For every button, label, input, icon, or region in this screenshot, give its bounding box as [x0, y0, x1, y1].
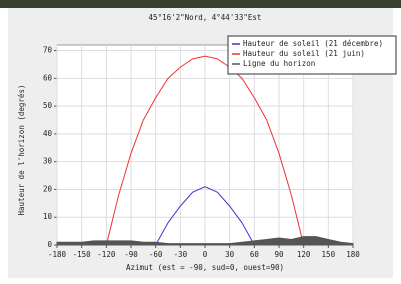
- x-tick-label: -180: [48, 250, 67, 259]
- x-tick-label: -60: [149, 250, 163, 259]
- y-tick-label: 50: [43, 101, 53, 110]
- chart-title: 45°16'2"Nord, 4°44'33"Est: [149, 13, 262, 22]
- y-tick-label: 40: [43, 129, 53, 138]
- legend-label: Hauteur du soleil (21 juin): [243, 49, 365, 58]
- y-tick-label: 20: [43, 184, 53, 193]
- x-tick-label: 90: [274, 250, 284, 259]
- x-tick-label: -90: [124, 250, 138, 259]
- legend-label: Ligne du horizon: [243, 59, 315, 68]
- x-tick-label: 60: [250, 250, 260, 259]
- y-tick-label: 0: [47, 240, 52, 249]
- y-tick-label: 70: [43, 46, 53, 55]
- x-tick-label: 150: [322, 250, 336, 259]
- chart: 45°16'2"Nord, 4°44'33"Est Azimut (est = …: [0, 0, 401, 284]
- x-tick-label: -120: [97, 250, 116, 259]
- photo-strip: [0, 0, 401, 8]
- x-tick-label: -30: [174, 250, 188, 259]
- x-tick-label: 0: [203, 250, 208, 259]
- x-tick-label: -150: [73, 250, 92, 259]
- x-tick-label: 120: [297, 250, 311, 259]
- x-tick-label: 180: [346, 250, 360, 259]
- legend-label: Hauteur de soleil (21 décembre): [243, 39, 383, 48]
- y-tick-label: 60: [43, 73, 53, 82]
- y-tick-label: 10: [43, 212, 53, 221]
- x-tick-label: 30: [225, 250, 235, 259]
- y-tick-label: 30: [43, 157, 53, 166]
- y-axis-label: Hauteur de l'horizon (degrés): [17, 85, 26, 216]
- x-axis-label: Azimut (est = -90, sud=0, ouest=90): [126, 263, 284, 272]
